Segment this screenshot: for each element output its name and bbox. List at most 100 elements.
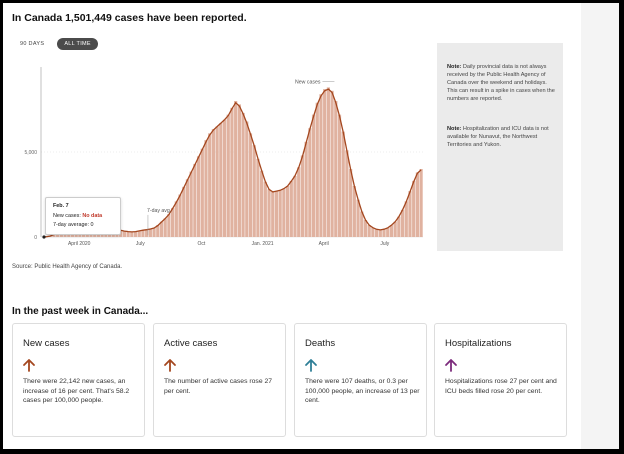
- arrow-up-icon: [305, 359, 317, 372]
- case-bar: [211, 129, 216, 237]
- case-bar: [271, 191, 275, 237]
- case-bar: [130, 231, 134, 237]
- card-text: Hospitalizations rose 27 per cent and IC…: [445, 378, 557, 395]
- case-bar: [234, 101, 238, 237]
- case-bar: [289, 180, 293, 237]
- card-deaths: Deaths There were 107 deaths, or 0.3 per…: [294, 323, 427, 437]
- case-bar: [397, 216, 401, 237]
- peak-annotation: New cases: [295, 79, 321, 85]
- case-bar: [419, 169, 423, 237]
- case-bar: [349, 169, 353, 237]
- case-bar: [337, 114, 342, 237]
- case-bar: [274, 191, 279, 237]
- x-tick-label: Oct: [198, 241, 206, 247]
- case-bar: [412, 180, 416, 237]
- case-bar: [230, 107, 234, 237]
- tooltip-new-cases: New cases: No data: [53, 213, 102, 219]
- case-bar: [352, 186, 356, 237]
- case-bar: [204, 140, 208, 237]
- case-bar: [208, 133, 212, 237]
- case-bar: [219, 123, 223, 237]
- case-bar: [311, 114, 316, 237]
- case-bar: [148, 228, 152, 237]
- case-bar: [196, 156, 201, 237]
- x-tick-label: July: [380, 241, 389, 247]
- case-bar: [374, 229, 379, 237]
- case-bar: [241, 112, 245, 237]
- case-bar: [174, 201, 178, 237]
- case-bar: [334, 101, 338, 237]
- card-title: Active cases: [164, 338, 218, 349]
- card-text: The number of active cases rose 27 per c…: [164, 378, 273, 395]
- arrow-up-icon: [164, 359, 176, 372]
- case-bar: [163, 218, 167, 237]
- case-bar: [237, 104, 241, 238]
- toggle-all-time[interactable]: ALL TIME: [57, 38, 98, 50]
- arrow-up-icon: [23, 359, 35, 372]
- case-bar: [133, 231, 138, 237]
- case-bar: [189, 171, 193, 237]
- card-active-cases: Active cases The number of active cases …: [153, 323, 286, 437]
- case-bar: [304, 141, 308, 237]
- card-title: Hospitalizations: [445, 338, 512, 349]
- case-bar: [222, 119, 227, 237]
- case-bar: [408, 191, 412, 237]
- right-gutter: [581, 3, 619, 449]
- case-bar: [360, 211, 364, 237]
- case-bar: [252, 145, 256, 237]
- card-new-cases: New cases There were 22,142 new cases, a…: [12, 323, 145, 437]
- case-bar: [182, 186, 186, 237]
- case-bar: [248, 133, 253, 237]
- note-text: Daily provincial data is not always rece…: [447, 64, 555, 102]
- toggle-90-days[interactable]: 90 DAYS: [20, 41, 45, 47]
- arrow-up-icon: [445, 359, 457, 372]
- x-tick-label: Jan. 2021: [252, 241, 274, 247]
- x-tick-label: April 2020: [68, 241, 91, 247]
- cases-chart[interactable]: 0 5,000 April 2020 July Oct Jan. 2021 April Jul…: [3, 55, 433, 255]
- chart-tooltip: Feb. 7 New cases: No data 7-day average:…: [45, 197, 121, 235]
- card-text: There were 107 deaths, or 0.3 per 100,00…: [305, 378, 420, 404]
- note-hospitalization: Note: Hospitalization and ICU data is no…: [447, 125, 555, 149]
- card-title: New cases: [23, 338, 70, 349]
- case-bar: [363, 220, 368, 237]
- case-bar: [378, 229, 382, 237]
- case-bar: [285, 186, 290, 237]
- case-bar: [393, 221, 397, 237]
- note-label: Note:: [447, 64, 462, 70]
- case-bar: [415, 172, 419, 237]
- case-bar: [308, 128, 312, 237]
- case-bar: [167, 214, 171, 237]
- card-title: Deaths: [305, 338, 336, 349]
- week-heading: In the past week in Canada...: [12, 306, 149, 317]
- case-bar: [137, 230, 141, 237]
- case-bar: [263, 181, 267, 237]
- case-bar: [323, 89, 327, 237]
- x-tick-label: July: [136, 241, 145, 247]
- case-bar: [345, 150, 349, 237]
- case-bar: [389, 225, 394, 237]
- case-bar: [326, 87, 330, 238]
- card-hospitalizations: Hospitalizations Hospitalizations rose 2…: [434, 323, 567, 437]
- case-bar: [178, 194, 182, 237]
- case-bar: [400, 209, 405, 237]
- notes-panel: Note: Daily provincial data is not alway…: [437, 43, 563, 251]
- note-provincial-data: Note: Daily provincial data is not alway…: [447, 63, 555, 103]
- y-tick-label: 0: [34, 235, 37, 241]
- case-bar: [382, 229, 386, 237]
- note-text: Hospitalization and ICU data is not avai…: [447, 126, 549, 148]
- tooltip-new-cases-label: New cases:: [53, 213, 83, 219]
- case-bar: [267, 189, 271, 237]
- case-bar: [159, 221, 164, 237]
- x-tick-label: April: [319, 241, 329, 247]
- tooltip-new-cases-value: No data: [82, 213, 103, 219]
- time-range-toggle: 90 DAYS ALL TIME: [13, 38, 98, 50]
- page: In Canada 1,501,449 cases have been repo…: [3, 3, 619, 449]
- case-bar: [152, 227, 156, 237]
- tooltip-average: 7-day average: 0: [53, 222, 94, 228]
- card-text: There were 22,142 new cases, an increase…: [23, 378, 130, 404]
- case-bar: [282, 188, 286, 237]
- case-bar: [141, 230, 145, 237]
- note-label: Note:: [447, 126, 462, 132]
- case-bar: [215, 126, 219, 237]
- case-bar: [404, 201, 408, 237]
